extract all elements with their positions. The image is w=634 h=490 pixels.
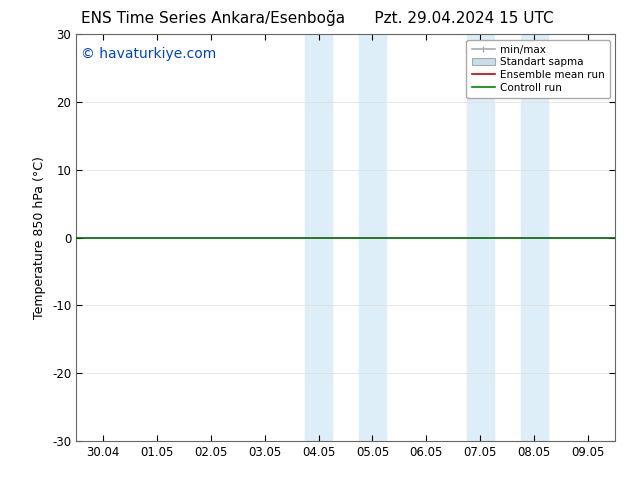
Bar — [467, 34, 494, 441]
Bar — [521, 34, 548, 441]
Legend: min/max, Standart sapma, Ensemble mean run, Controll run: min/max, Standart sapma, Ensemble mean r… — [467, 40, 610, 98]
Text: © havaturkiye.com: © havaturkiye.com — [81, 47, 217, 60]
Text: ENS Time Series Ankara/Esenboğa      Pzt. 29.04.2024 15 UTC: ENS Time Series Ankara/Esenboğa Pzt. 29.… — [81, 10, 553, 26]
Y-axis label: Temperature 850 hPa (°C): Temperature 850 hPa (°C) — [34, 156, 46, 319]
Bar — [359, 34, 386, 441]
Bar — [305, 34, 332, 441]
